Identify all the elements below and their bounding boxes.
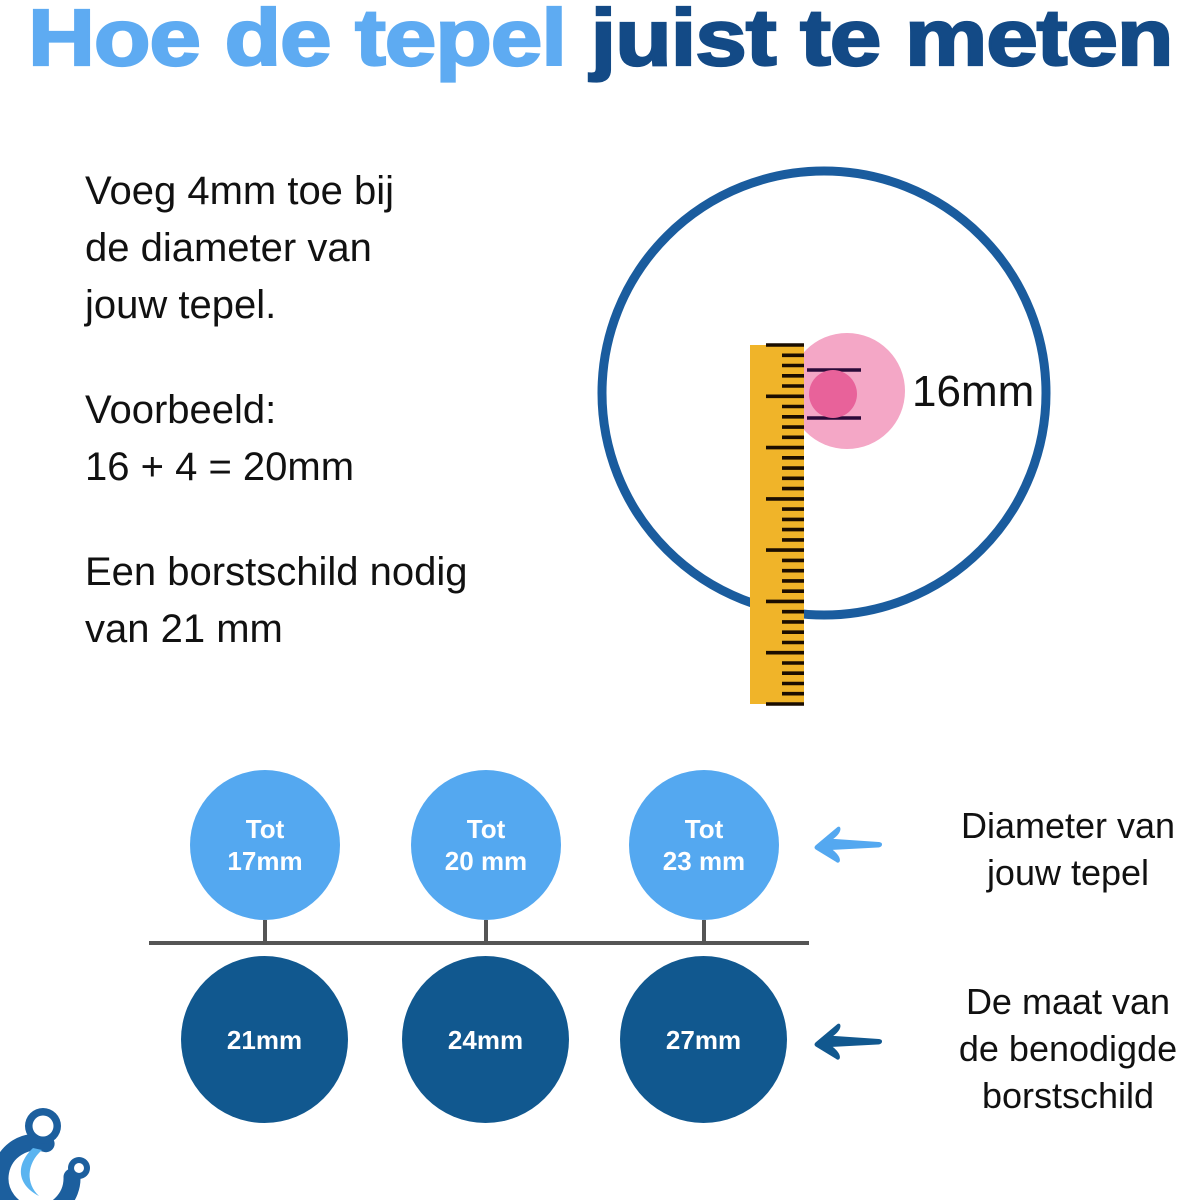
svg-text:16mm: 16mm bbox=[912, 367, 1034, 416]
